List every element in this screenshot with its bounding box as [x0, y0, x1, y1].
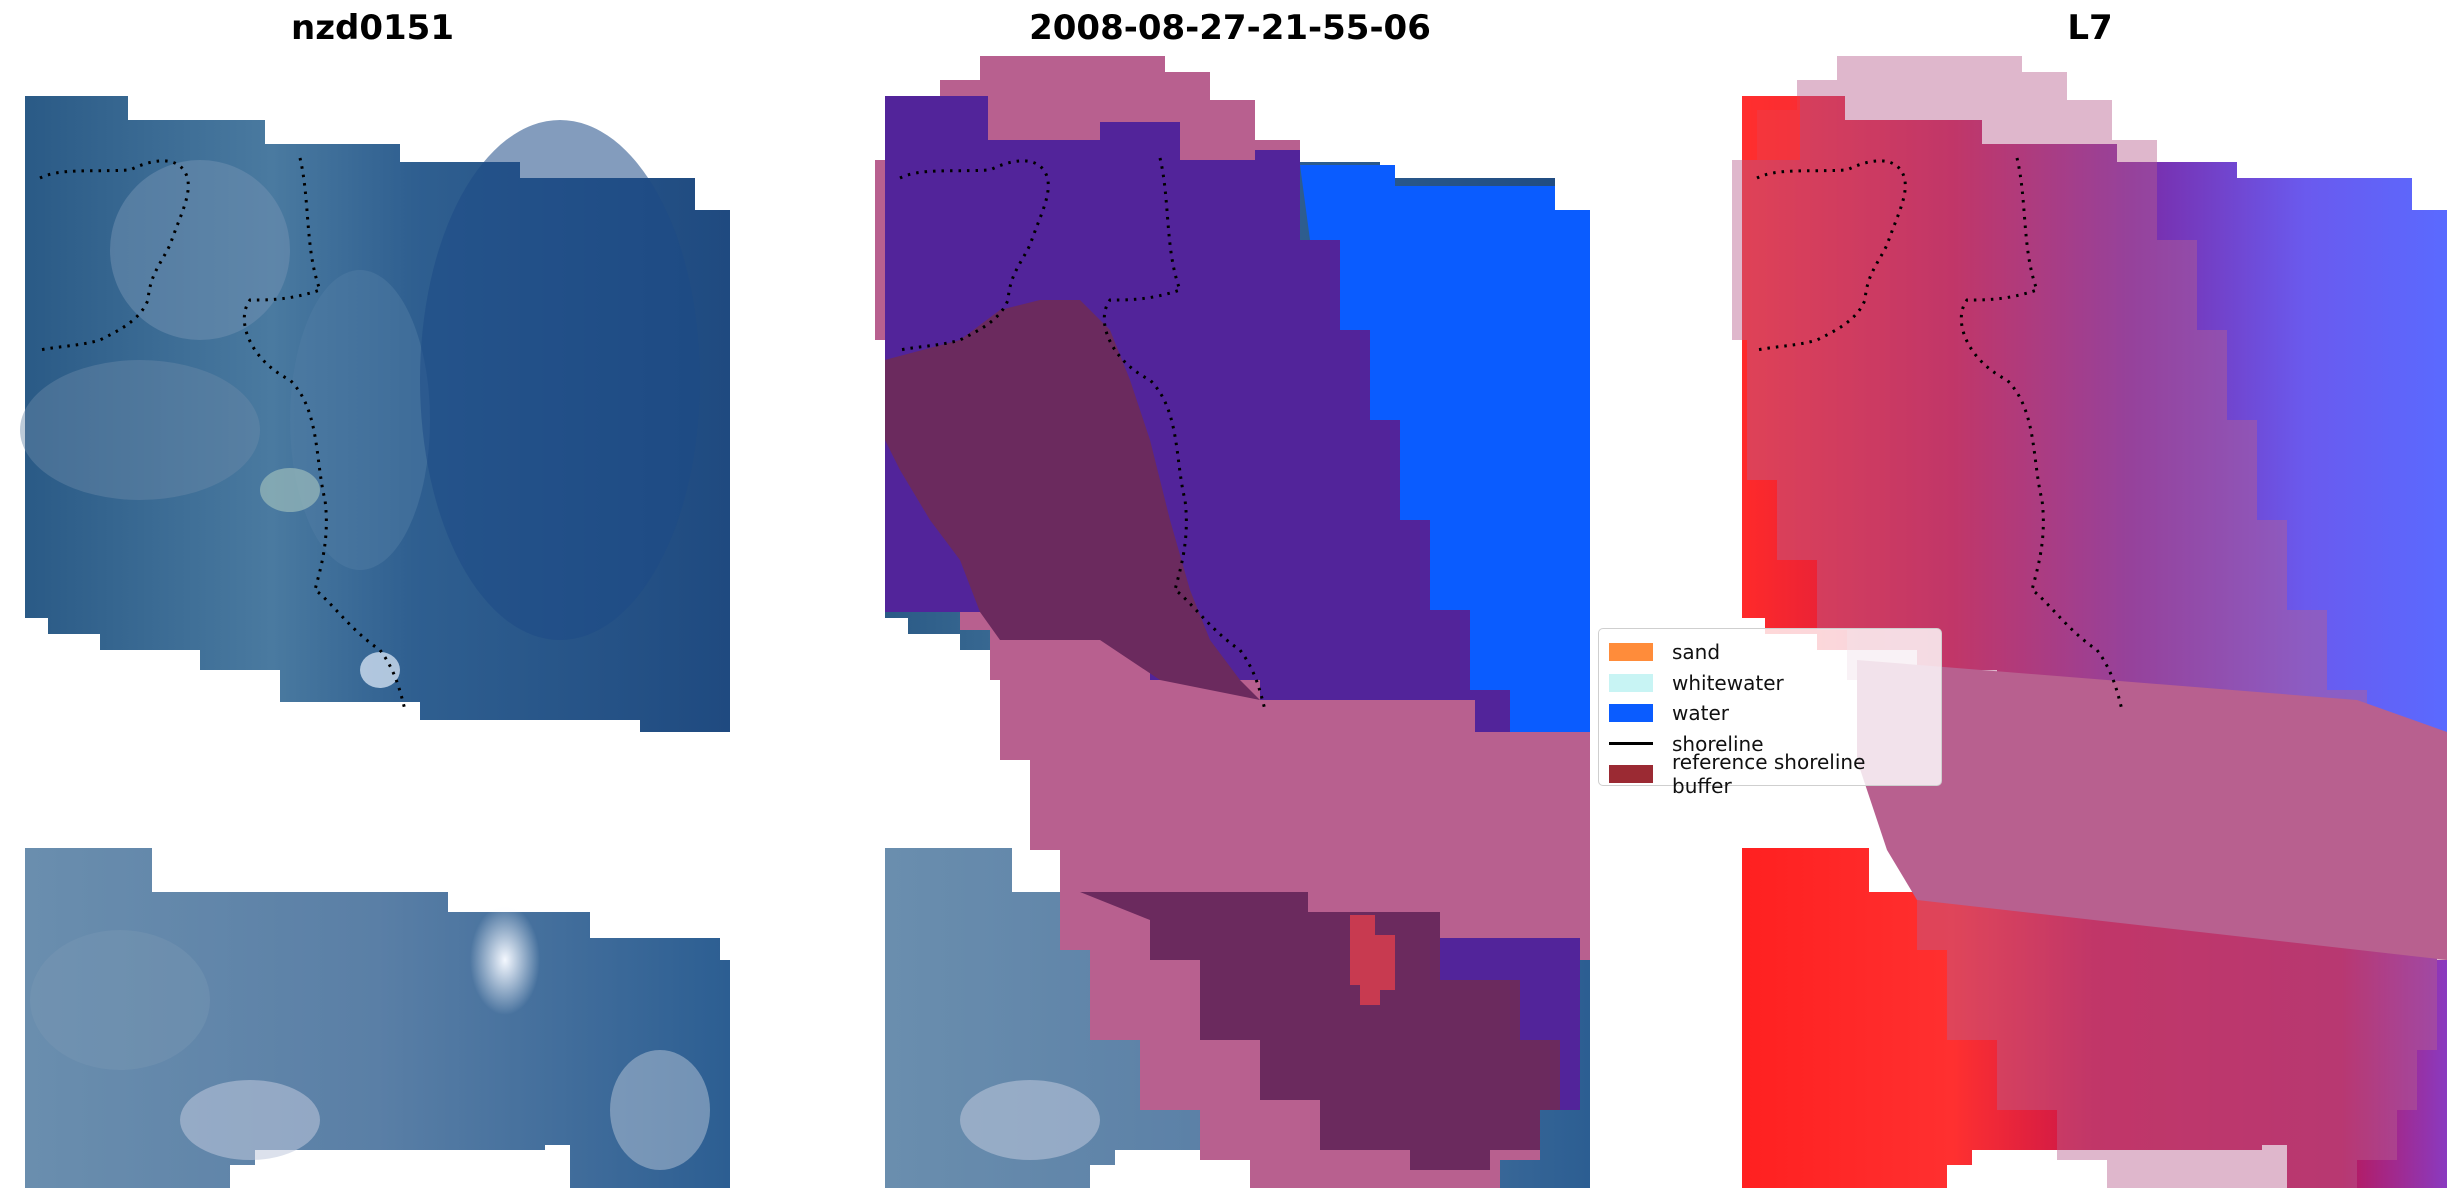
- legend-label-buffer: reference shoreline buffer: [1672, 750, 1866, 799]
- shoreline-line-swatch: [1609, 742, 1653, 746]
- whitewater-swatch: [1609, 673, 1653, 692]
- index-panel: [1732, 56, 2447, 1188]
- legend-item-whitewater: whitewater: [1609, 668, 1931, 699]
- legend-label-sand: sand: [1672, 640, 1721, 665]
- legend-item-water: water: [1609, 698, 1931, 729]
- panel-title-rgb: nzd0151: [291, 8, 454, 48]
- legend-label-water: water: [1672, 701, 1729, 726]
- legend-label-shoreline: shoreline: [1672, 731, 1764, 756]
- rgb-image-panel: [20, 96, 730, 1188]
- legend-item-buffer: reference shoreline buffer: [1609, 750, 1931, 798]
- panel-title-index: L7: [2067, 8, 2113, 48]
- buffer-swatch: [1609, 765, 1653, 784]
- legend-item-sand: sand: [1609, 637, 1931, 668]
- legend-label-whitewater: whitewater: [1672, 670, 1784, 695]
- panel-title-classification: 2008-08-27-21-55-06: [1029, 8, 1431, 48]
- legend: sand whitewater water shoreline referenc…: [1598, 628, 1942, 798]
- water-swatch: [1609, 704, 1653, 723]
- classification-panel: [875, 56, 1590, 1188]
- legend-item-shoreline: shoreline: [1609, 729, 1931, 760]
- sand-swatch: [1609, 643, 1653, 662]
